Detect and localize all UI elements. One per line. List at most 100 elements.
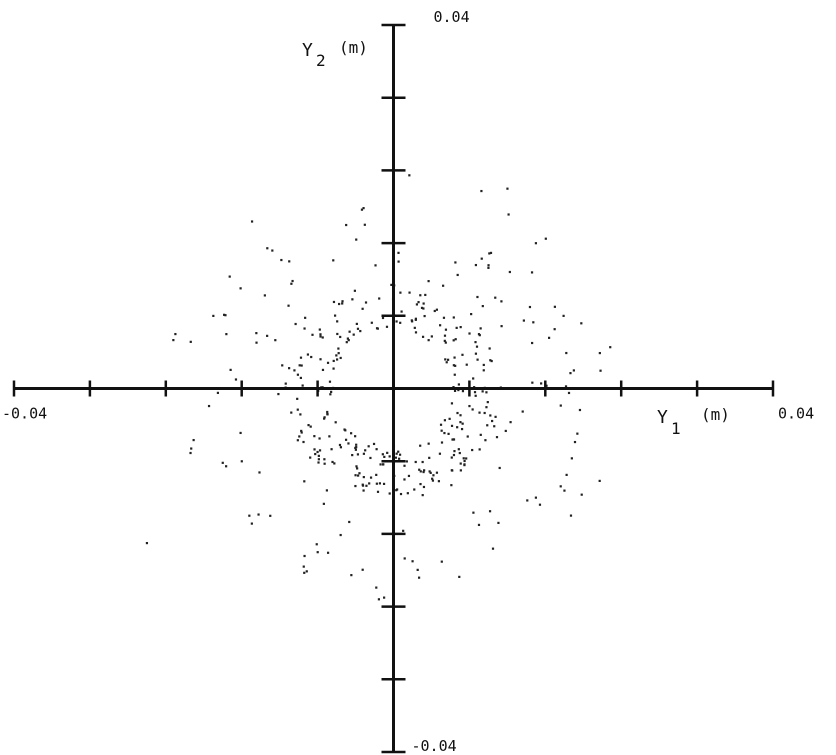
data-point <box>346 337 349 340</box>
data-point <box>347 442 350 445</box>
axes <box>12 23 775 754</box>
data-point <box>303 571 306 574</box>
data-point <box>553 305 556 308</box>
data-point <box>356 453 360 456</box>
data-point <box>337 347 340 350</box>
data-point <box>482 363 485 367</box>
data-points <box>145 174 612 601</box>
data-point <box>212 314 215 317</box>
data-point <box>408 174 411 177</box>
data-point <box>336 332 339 336</box>
data-point <box>474 341 477 344</box>
data-point <box>481 390 484 393</box>
data-point <box>403 557 406 560</box>
data-point <box>362 207 365 210</box>
x-axis-title-base: Y <box>657 407 668 428</box>
data-point <box>416 568 419 571</box>
data-point <box>321 336 324 339</box>
data-point <box>458 451 461 455</box>
data-point <box>506 187 509 190</box>
data-point <box>439 324 442 327</box>
data-point <box>329 393 332 396</box>
data-point <box>372 442 376 446</box>
data-point <box>310 355 313 359</box>
data-point <box>399 321 402 324</box>
data-point <box>189 451 192 455</box>
data-point <box>355 443 358 446</box>
data-point <box>440 441 444 444</box>
data-point <box>476 358 479 361</box>
data-point <box>478 334 481 337</box>
data-point <box>454 364 457 367</box>
data-point <box>376 490 380 493</box>
data-point <box>478 411 481 414</box>
data-point <box>452 438 456 441</box>
data-point <box>322 502 325 505</box>
data-point <box>395 320 398 323</box>
data-point <box>497 521 500 525</box>
data-point <box>298 364 301 367</box>
data-point <box>271 249 274 252</box>
data-point <box>411 560 414 563</box>
data-point <box>456 273 459 277</box>
data-point <box>388 492 391 495</box>
data-point <box>337 302 341 306</box>
data-point <box>375 327 379 330</box>
data-point <box>370 321 373 324</box>
data-point <box>368 482 371 485</box>
data-point <box>431 477 434 480</box>
data-point <box>394 456 397 459</box>
data-point <box>192 438 195 442</box>
data-point <box>528 305 532 309</box>
data-point <box>498 466 501 470</box>
data-point <box>456 426 459 429</box>
data-point <box>290 411 293 414</box>
data-point <box>390 283 393 286</box>
data-point <box>484 439 487 442</box>
data-point <box>465 457 468 460</box>
data-point <box>381 453 384 456</box>
data-point <box>224 314 227 317</box>
data-point <box>408 291 411 294</box>
data-point <box>423 469 426 472</box>
data-point <box>300 429 303 433</box>
data-point <box>559 404 562 407</box>
data-point <box>383 596 386 599</box>
data-point <box>326 413 329 416</box>
data-point <box>445 361 448 364</box>
data-point <box>293 369 296 372</box>
data-point <box>562 314 565 317</box>
data-point <box>444 328 448 331</box>
data-point <box>490 359 493 363</box>
data-point <box>277 392 280 396</box>
data-point <box>345 341 348 344</box>
data-point <box>442 284 445 287</box>
data-point <box>443 419 447 422</box>
data-point <box>356 327 360 330</box>
data-point <box>317 461 320 464</box>
data-point <box>355 238 358 241</box>
data-point <box>266 247 269 250</box>
data-point <box>442 316 446 319</box>
data-point <box>406 492 409 495</box>
data-point <box>309 425 312 428</box>
data-point <box>250 522 253 525</box>
data-point <box>459 421 462 424</box>
data-point <box>448 417 451 420</box>
data-point <box>427 442 430 445</box>
data-point <box>299 413 302 416</box>
data-point <box>430 335 433 338</box>
data-point <box>280 258 283 262</box>
data-point <box>269 514 272 517</box>
data-point <box>333 314 337 317</box>
data-point <box>452 339 455 342</box>
data-point <box>313 448 316 451</box>
data-point <box>534 496 538 499</box>
data-point <box>377 598 381 601</box>
data-point <box>326 410 329 414</box>
data-point <box>465 363 468 366</box>
data-point <box>453 373 456 376</box>
data-point <box>481 304 484 308</box>
data-point <box>398 453 402 456</box>
